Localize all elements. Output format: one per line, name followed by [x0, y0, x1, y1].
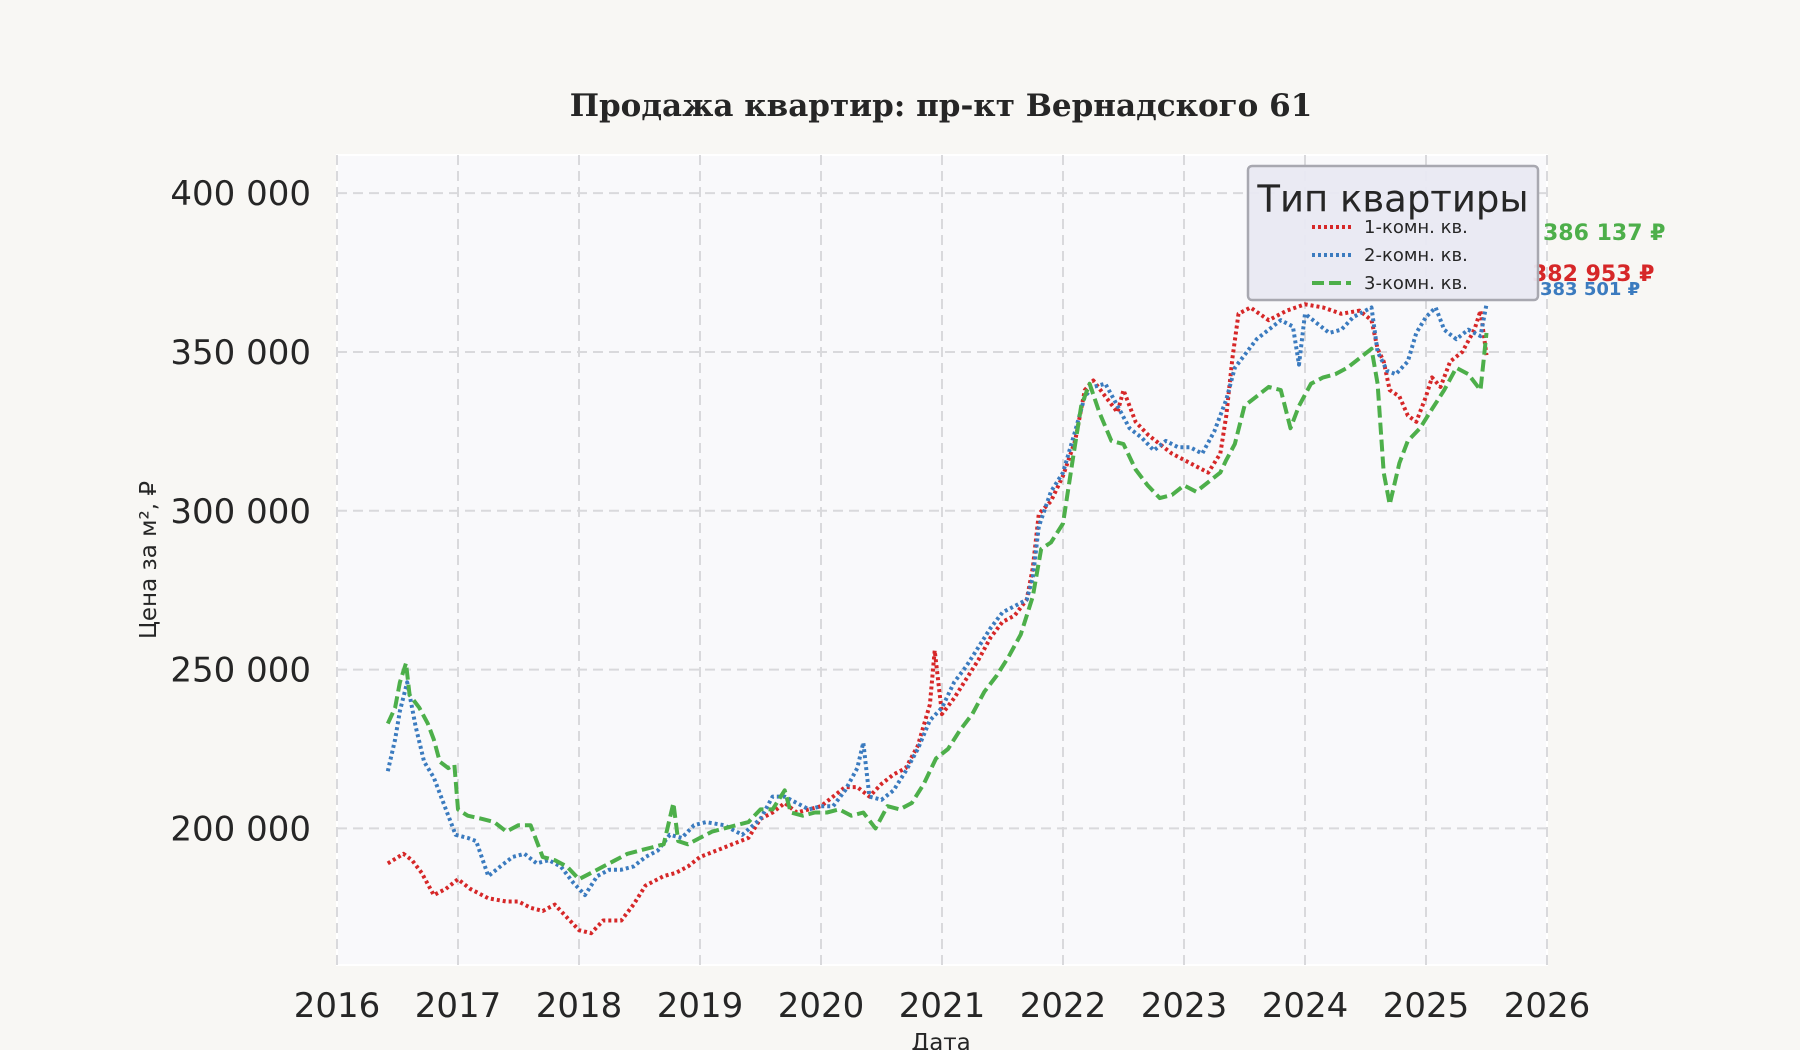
x-tick-2017: 2017 — [415, 986, 502, 1026]
y-tick-labels: 200 000 250 000 300 000 350 000 400 000 — [170, 174, 311, 849]
x-tick-2025: 2025 — [1383, 986, 1470, 1026]
legend: Тип квартиры 1-комн. кв. 2-комн. кв. 3-ком… — [1246, 164, 1540, 302]
x-tick-2023: 2023 — [1141, 986, 1228, 1026]
end-labels: 382 953 ₽383 501 ₽ 386 137 ₽ — [1532, 221, 1665, 300]
x-tick-2019: 2019 — [657, 986, 744, 1026]
x-tick-2018: 2018 — [536, 986, 623, 1026]
y-tick-350000: 350 000 — [170, 333, 311, 373]
x-tick-2026: 2026 — [1504, 986, 1591, 1026]
x-tick-2021: 2021 — [899, 986, 986, 1026]
y-tick-250000: 250 000 — [170, 651, 311, 691]
legend-label-2: 2-комн. кв. — [1364, 245, 1468, 266]
series-line-3 — [385, 332, 1489, 882]
x-tick-labels: 2016 2017 2018 2019 2020 2021 2022 2023 2024 2025… — [294, 986, 1591, 1026]
y-axis-label: Цена за м², ₽ — [136, 481, 162, 639]
series-line-1 — [386, 302, 1489, 936]
x-tick-2022: 2022 — [1020, 986, 1107, 1026]
series-line-2 — [385, 303, 1489, 898]
series-layer — [385, 302, 1489, 936]
legend-label-3: 3-комн. кв. — [1364, 273, 1468, 294]
y-tick-400000: 400 000 — [170, 174, 311, 214]
legend-title: Тип квартиры — [1256, 178, 1528, 221]
end-label-3: 386 137 ₽ — [1543, 221, 1665, 246]
x-axis-label: Дата — [911, 1030, 971, 1050]
legend-label-1: 1-комн. кв. — [1364, 217, 1468, 238]
end-label-2: 383 501 ₽ — [1540, 279, 1640, 300]
x-tick-2020: 2020 — [778, 986, 865, 1026]
legend-box — [1246, 164, 1540, 302]
x-tick-2016: 2016 — [294, 986, 381, 1026]
chart-title: Продажа квартир: пр-кт Вернадского 61 — [570, 88, 1313, 124]
end-label-1: 382 953 ₽ — [1532, 262, 1654, 287]
y-tick-200000: 200 000 — [170, 809, 311, 849]
x-tick-2024: 2024 — [1262, 986, 1349, 1026]
y-tick-300000: 300 000 — [170, 492, 311, 532]
